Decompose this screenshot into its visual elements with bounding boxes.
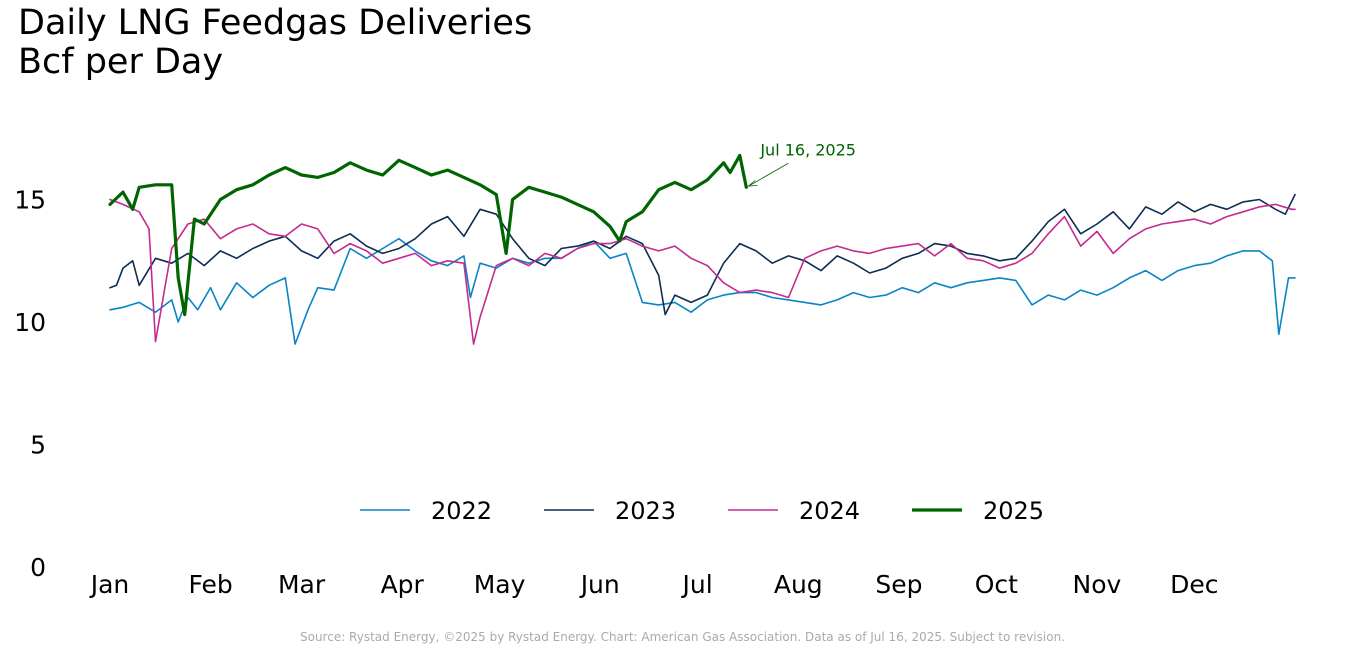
y-tick-label: 0 [30,553,46,582]
series-line-2025 [108,153,748,317]
source-footnote: Source: Rystad Energy, ©2025 by Rystad E… [299,630,1065,644]
y-tick-label: 10 [14,308,46,337]
x-tick-label-feb: Feb [189,570,233,599]
x-tick-label-sep: Sep [875,570,922,599]
annotation-arrowhead [747,179,758,187]
series-line-2022 [109,237,1296,345]
legend-label-2025: 2025 [983,497,1044,525]
annotation-label: Jul 16, 2025 [759,140,856,159]
chart-subtitle: Bcf per Day [18,42,224,82]
annotation-arrow [748,162,789,187]
chart-title-block: Daily LNG Feedgas Deliveries Bcf per Day [18,4,532,82]
legend-label-2022: 2022 [431,497,492,525]
chart-title: Daily LNG Feedgas Deliveries [18,3,533,43]
x-tick-label-may: May [474,570,526,599]
x-tick-label-mar: Mar [278,570,326,599]
x-tick-label-jan: Jan [89,570,130,599]
line-chart: 0 5 10 15 Jan Feb Mar Apr May Jun Jul Aug Sep Oct Nov D… [14,140,1296,599]
series-line-2023 [109,193,1296,316]
x-tick-label-jul: Jul [681,570,713,599]
x-tick-label-jun: Jun [579,570,620,599]
x-tick-label-apr: Apr [381,570,425,599]
y-tick-label: 5 [30,431,46,460]
x-tick-label-dec: Dec [1170,570,1218,599]
legend-label-2023: 2023 [615,497,676,525]
legend-label-2024: 2024 [799,497,860,525]
x-tick-label-nov: Nov [1073,570,1122,599]
y-tick-label: 15 [14,186,46,215]
x-tick-label-aug: Aug [774,570,823,599]
x-tick-label-oct: Oct [975,570,1018,599]
series-line-2024 [109,198,1296,345]
